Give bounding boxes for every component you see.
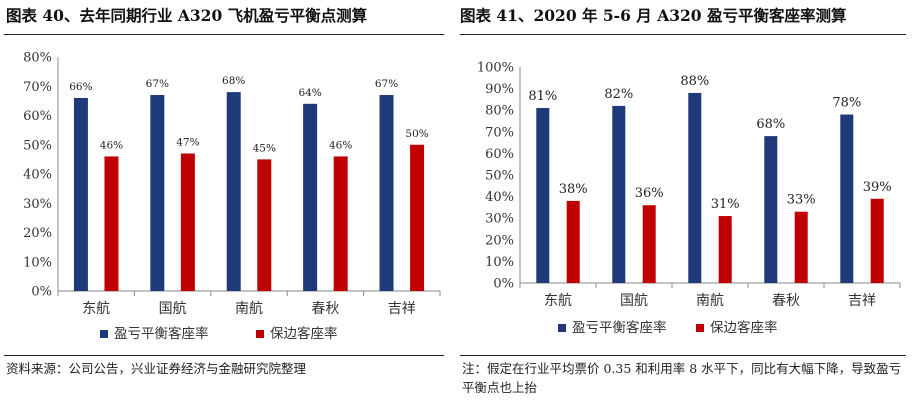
- category-label: 国航: [620, 293, 648, 309]
- y-tick-label: 60%: [23, 109, 52, 124]
- data-label: 36%: [635, 186, 664, 201]
- y-tick-label: 80%: [23, 51, 52, 66]
- bar-series1: [536, 108, 550, 283]
- data-label: 46%: [100, 139, 123, 151]
- y-tick-label: 50%: [23, 138, 52, 153]
- data-label: 47%: [176, 137, 199, 149]
- y-tick-label: 60%: [485, 147, 514, 162]
- left-chart-title: 图表 40、去年同期行业 A320 飞机盈亏平衡点测算: [6, 6, 368, 25]
- y-tick-label: 40%: [485, 190, 514, 205]
- data-label: 88%: [680, 74, 709, 89]
- bar-series1: [688, 92, 702, 283]
- bar-series2: [104, 156, 119, 291]
- category-label: 国航: [159, 301, 187, 317]
- legend-label: 盈亏平衡客座率: [572, 319, 667, 336]
- data-label: 31%: [711, 197, 740, 212]
- data-label: 33%: [787, 193, 816, 208]
- y-tick-label: 30%: [485, 212, 514, 227]
- y-tick-label: 100%: [477, 61, 514, 76]
- data-label: 78%: [832, 96, 861, 111]
- y-tick-label: 70%: [23, 80, 52, 95]
- category-label: 东航: [544, 293, 572, 309]
- left-bar-chart: 0% 10% 20% 30% 40% 50% 60% 70% 80% 东航 66% 46% 国航 67% 4…: [23, 51, 441, 342]
- category-label: 吉祥: [388, 301, 416, 317]
- right-note-text: 注：假定在行业平均票价 0.35 和利用率 8 水平下，同比有大幅下降，导致盈亏…: [462, 361, 902, 395]
- y-tick-label: 20%: [485, 233, 514, 248]
- right-chart-title: 图表 41、2020 年 5-6 月 A320 盈亏平衡客座率测算: [460, 6, 847, 25]
- bar-series2: [642, 205, 656, 283]
- right-title-rule: [460, 34, 906, 35]
- bar-series2: [410, 144, 425, 291]
- right-bar-chart: 0% 10% 20% 30% 40% 50% 60% 70% 80% 90% 100% 东航 81% 38…: [477, 61, 901, 336]
- bar-series1: [226, 92, 241, 291]
- bar-series1: [379, 95, 394, 292]
- data-label: 50%: [405, 128, 428, 140]
- bar-series2: [333, 156, 348, 291]
- data-label: 81%: [528, 89, 557, 104]
- category-label: 南航: [696, 293, 724, 309]
- data-label: 66%: [69, 81, 92, 93]
- y-tick-label: 0%: [493, 277, 514, 292]
- bar-series2: [794, 211, 808, 283]
- left-panel: 图表 40、去年同期行业 A320 飞机盈亏平衡点测算 0% 10% 20% 30% 4…: [0, 0, 448, 402]
- data-label: 68%: [222, 75, 245, 87]
- data-label: 46%: [329, 139, 352, 151]
- legend-swatch: [696, 324, 704, 332]
- bar-series2: [718, 216, 732, 283]
- data-label: 67%: [375, 78, 398, 90]
- y-tick-label: 40%: [23, 168, 52, 183]
- data-label: 64%: [298, 87, 321, 99]
- bar-series2: [870, 198, 884, 283]
- y-tick-label: 0%: [31, 285, 52, 300]
- y-tick-label: 50%: [485, 169, 514, 184]
- y-tick-label: 20%: [23, 226, 52, 241]
- data-label: 39%: [863, 180, 892, 195]
- y-tick-label: 80%: [485, 104, 514, 119]
- legend-label: 盈亏平衡客座率: [114, 325, 209, 342]
- category-label: 春秋: [311, 301, 339, 317]
- left-source-rule: [4, 355, 444, 356]
- category-label: 东航: [82, 301, 110, 317]
- legend-label: 保边客座率: [710, 319, 778, 336]
- legend-label: 保边客座率: [270, 325, 338, 342]
- data-label: 38%: [559, 182, 588, 197]
- bar-series1: [764, 136, 778, 283]
- bar-series1: [612, 105, 626, 283]
- category-label: 春秋: [772, 293, 800, 309]
- data-label: 67%: [146, 78, 169, 90]
- y-tick-label: 70%: [485, 125, 514, 140]
- right-panel: 图表 41、2020 年 5-6 月 A320 盈亏平衡客座率测算 0% 10% 2…: [460, 0, 913, 402]
- y-tick-label: 30%: [23, 197, 52, 212]
- y-tick-label: 90%: [485, 82, 514, 97]
- data-label: 68%: [756, 117, 785, 132]
- y-tick-label: 10%: [485, 255, 514, 270]
- data-label: 82%: [604, 87, 633, 102]
- legend-swatch: [100, 330, 108, 338]
- y-tick-label: 10%: [23, 255, 52, 270]
- data-label: 45%: [253, 142, 276, 154]
- left-title-rule: [4, 34, 444, 35]
- bar-series2: [257, 159, 272, 291]
- bar-series2: [180, 153, 195, 291]
- right-note-rule: [460, 355, 906, 356]
- bar-series1: [840, 114, 854, 284]
- legend-swatch: [256, 330, 264, 338]
- bar-series2: [566, 200, 580, 283]
- bar-series1: [73, 97, 88, 291]
- legend-swatch: [558, 324, 566, 332]
- bar-series1: [303, 103, 318, 291]
- bar-series1: [150, 95, 165, 292]
- left-source-text: 资料来源：公司公告，兴业证券经济与金融研究院整理: [6, 361, 307, 376]
- category-label: 南航: [235, 301, 263, 317]
- category-label: 吉祥: [848, 293, 876, 309]
